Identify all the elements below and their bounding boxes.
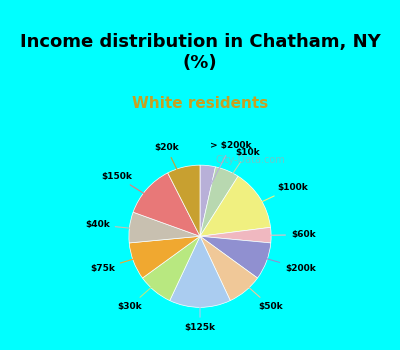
Text: $50k: $50k (227, 268, 283, 311)
Wedge shape (200, 236, 271, 278)
Wedge shape (200, 165, 216, 236)
Text: $30k: $30k (117, 268, 173, 311)
Text: Income distribution in Chatham, NY
(%): Income distribution in Chatham, NY (%) (20, 33, 380, 72)
Wedge shape (170, 236, 230, 307)
Wedge shape (168, 165, 200, 236)
Text: > $200k: > $200k (206, 141, 252, 195)
Text: $20k: $20k (154, 143, 190, 196)
Text: $100k: $100k (236, 183, 308, 214)
Text: $150k: $150k (101, 172, 168, 209)
Text: $60k: $60k (242, 230, 316, 239)
Text: White residents: White residents (132, 96, 268, 111)
Wedge shape (200, 167, 238, 236)
Wedge shape (142, 236, 200, 301)
Text: $40k: $40k (85, 220, 158, 231)
Text: $200k: $200k (239, 251, 316, 273)
Wedge shape (200, 176, 270, 236)
Wedge shape (133, 173, 200, 236)
Text: City-Data.com: City-Data.com (215, 155, 285, 166)
Text: $75k: $75k (90, 251, 161, 273)
Wedge shape (200, 228, 271, 243)
Text: $10k: $10k (216, 148, 260, 198)
Wedge shape (200, 236, 258, 301)
Text: $125k: $125k (184, 278, 216, 332)
Wedge shape (129, 212, 200, 243)
Wedge shape (129, 236, 200, 278)
